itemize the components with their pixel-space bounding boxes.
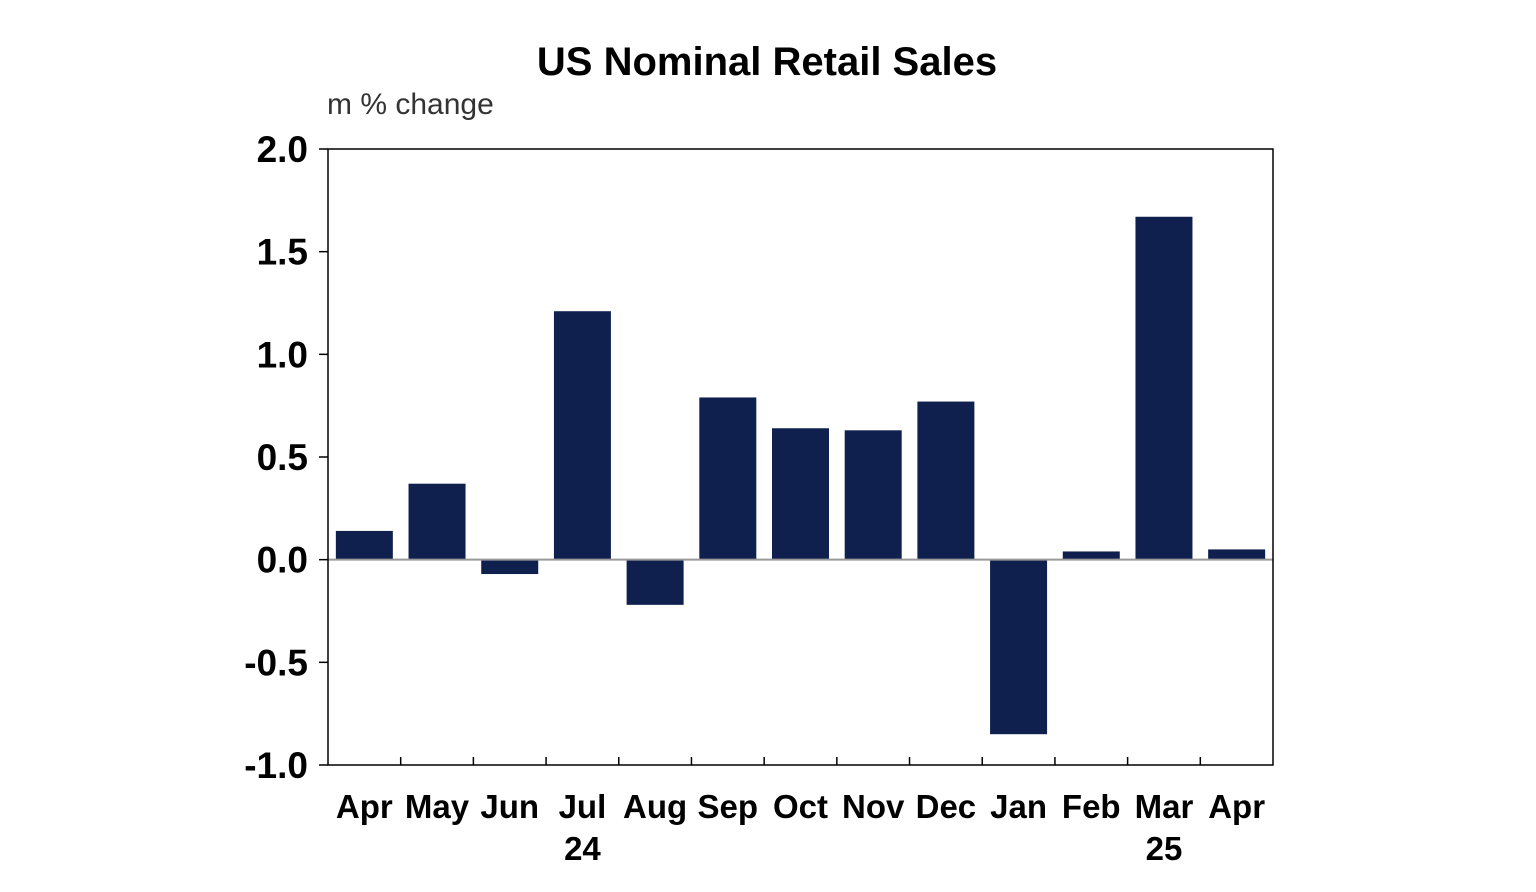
bar-feb-10 (1062, 551, 1120, 560)
bar-sep-5 (699, 397, 757, 560)
x-tick-label: Nov (842, 788, 905, 825)
x-tick-label: Feb (1062, 788, 1121, 825)
bar-mar-11 (1135, 216, 1193, 560)
bar-aug-4 (626, 559, 684, 605)
y-tick-label: -0.5 (244, 642, 308, 683)
y-tick-label: 1.5 (257, 232, 308, 273)
bar-nov-7 (844, 430, 902, 560)
x-tick-label: Sep (698, 788, 759, 825)
bar-apr-0 (335, 530, 393, 560)
x-tick-label: Oct (773, 788, 828, 825)
bar-may-1 (408, 483, 466, 560)
x-tick-label: Dec (916, 788, 977, 825)
bar-jul-3 (553, 311, 611, 560)
bar-apr-12 (1208, 549, 1266, 560)
bar-oct-6 (772, 428, 829, 560)
x-tick-label: Mar (1135, 788, 1194, 825)
y-axis-label: m % change (327, 88, 494, 121)
bar-dec-8 (917, 401, 975, 560)
y-tick-label: -1.0 (244, 745, 308, 786)
x-tick-label: Aug (623, 788, 687, 825)
chart-title: US Nominal Retail Sales (537, 40, 997, 84)
x-tick-label: Jun (480, 788, 539, 825)
y-tick-label: 0.5 (257, 437, 308, 478)
x-tick-label: Apr (1208, 788, 1265, 825)
x-tick-label: Apr (336, 788, 393, 825)
y-tick-label: 1.0 (257, 334, 308, 375)
x-year-label: 25 (1146, 830, 1183, 867)
bar-jan-9 (990, 559, 1048, 735)
x-tick-label: Jul (559, 788, 607, 825)
bar-jun-2 (481, 559, 539, 575)
y-tick-label: 0.0 (257, 540, 308, 581)
x-tick-label: May (405, 788, 470, 825)
y-tick-label: 2.0 (257, 129, 308, 170)
x-year-label: 24 (564, 830, 601, 867)
x-tick-label: Jan (990, 788, 1047, 825)
